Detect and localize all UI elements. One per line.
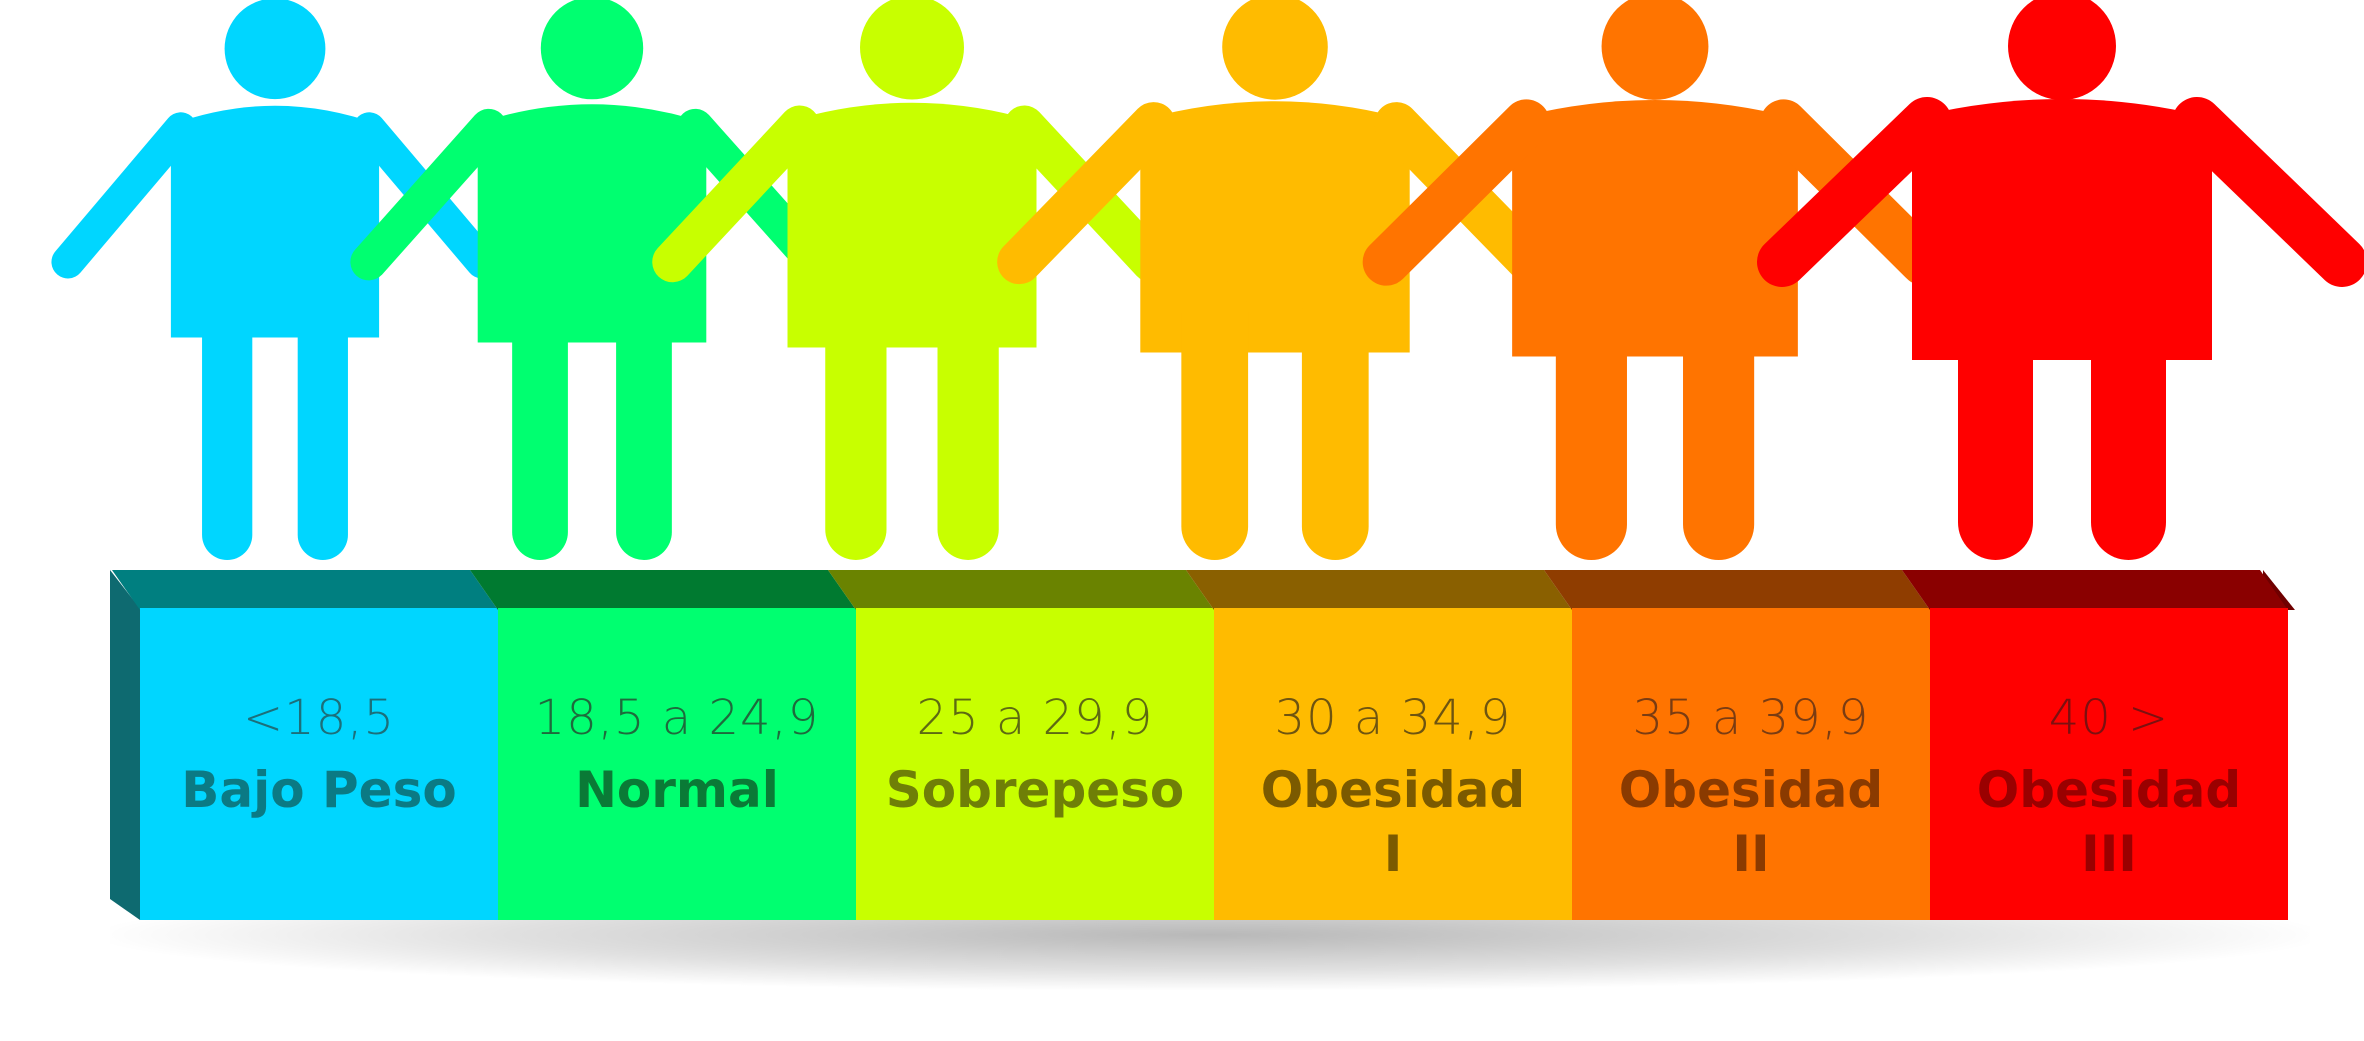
band-top-3 xyxy=(1186,570,1572,610)
category-band: 25 a 29,9 Sobrepeso xyxy=(856,608,1214,920)
band-top-1 xyxy=(470,570,856,610)
person-obesidad-i-icon xyxy=(997,0,1553,560)
person-torso xyxy=(1140,101,1410,353)
person-bajo-peso-icon xyxy=(51,0,499,560)
category-label: Sobrepeso xyxy=(885,761,1185,819)
category-range: 40 > xyxy=(2048,690,2170,746)
person-torso xyxy=(1512,100,1798,357)
category-band: <18,5 Bajo Peso xyxy=(140,608,498,920)
person-head xyxy=(2008,0,2116,100)
person-arm xyxy=(997,102,1176,285)
category-label: Bajo Peso xyxy=(181,761,457,819)
person-obesidad-ii-icon xyxy=(1362,0,1948,560)
band-top-2 xyxy=(828,570,1214,610)
person-arm xyxy=(51,112,198,279)
category-band: 35 a 39,9 Obesidad II xyxy=(1572,608,1930,920)
person-head xyxy=(1601,0,1709,100)
bar-left-side xyxy=(110,570,140,920)
category-range: 18,5 a 24,9 xyxy=(534,690,820,746)
person-torso xyxy=(477,104,707,343)
person-obesidad-iii-icon xyxy=(1757,0,2364,560)
band-top-0 xyxy=(112,570,498,610)
category-range: 30 a 34,9 xyxy=(1274,690,1512,746)
category-range: 35 a 39,9 xyxy=(1632,690,1870,746)
category-label: Obesidad I xyxy=(1260,761,1526,883)
person-head xyxy=(1222,0,1328,100)
category-range: 25 a 29,9 xyxy=(916,690,1154,746)
people-figures xyxy=(51,0,2364,560)
person-arm xyxy=(2172,97,2364,287)
category-band: 30 a 34,9 Obesidad I xyxy=(1214,608,1572,920)
person-head xyxy=(860,0,964,100)
person-head xyxy=(540,0,644,100)
person-arm xyxy=(1362,99,1551,286)
person-head xyxy=(224,0,326,100)
person-arm xyxy=(350,108,508,281)
person-arm xyxy=(1757,97,1952,287)
person-torso xyxy=(787,102,1037,348)
category-label: Obesidad II xyxy=(1618,761,1884,883)
person-sobrepeso-icon xyxy=(652,0,1172,560)
category-band: 40 > Obesidad III xyxy=(1930,608,2288,920)
category-range: <18,5 xyxy=(242,690,396,746)
category-label: Obesidad III xyxy=(1976,761,2242,883)
person-arm xyxy=(652,105,820,283)
band-top-4 xyxy=(1544,570,1930,610)
band-top-5 xyxy=(1902,570,2288,610)
category-band: 18,5 a 24,9 Normal xyxy=(498,608,856,920)
person-torso xyxy=(1912,99,2212,360)
category-label: Normal xyxy=(575,761,779,819)
person-normal-icon xyxy=(350,0,834,560)
